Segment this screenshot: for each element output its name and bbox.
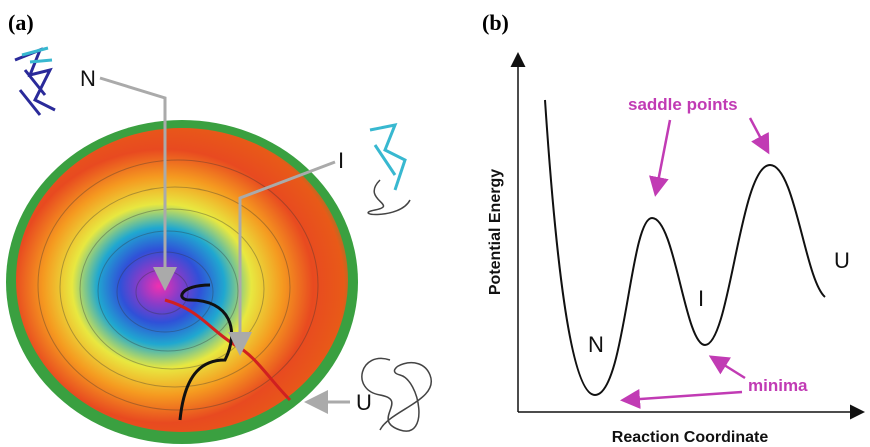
annotation: minima: [748, 376, 808, 395]
energy-landscape: [6, 120, 358, 444]
panel-label: (b): [482, 10, 509, 35]
x-axis-title: Reaction Coordinate: [612, 429, 769, 446]
figure: (a) N I U (b): [0, 0, 870, 447]
energy-curve: [545, 100, 825, 395]
annotation: saddle points: [628, 95, 738, 114]
state-label: N: [588, 332, 604, 357]
state-label: U: [834, 248, 850, 273]
annotation-arrows: [625, 118, 767, 400]
state-label: I: [698, 286, 704, 311]
state-label: U: [356, 390, 372, 415]
state-label: N: [80, 66, 96, 91]
y-axis-title: Potential Energy: [487, 169, 504, 295]
panel-label: (a): [8, 10, 34, 35]
state-label: I: [338, 148, 344, 173]
